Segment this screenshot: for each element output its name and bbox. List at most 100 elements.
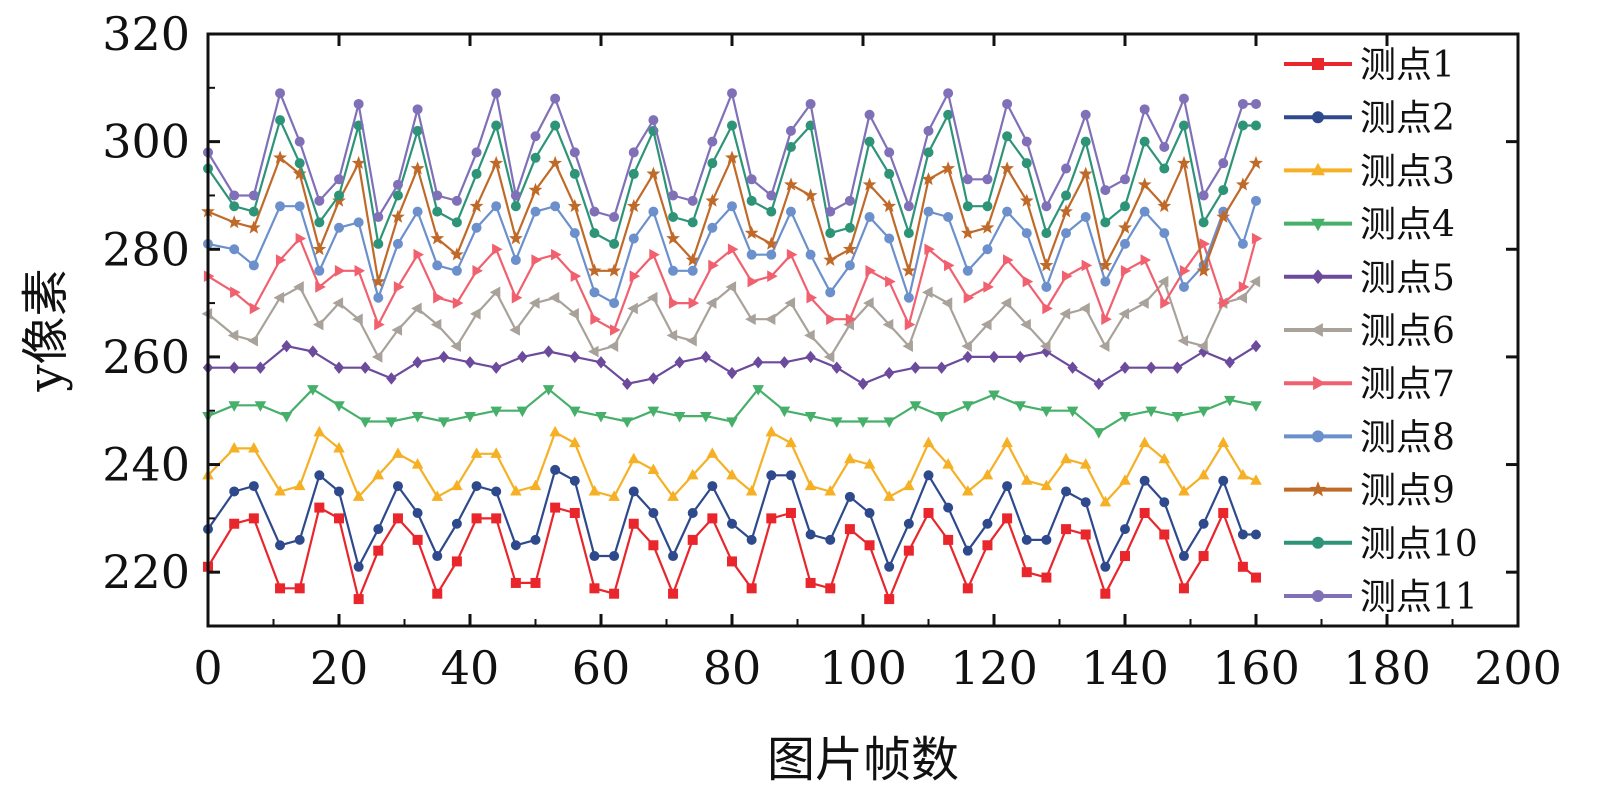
data-point bbox=[700, 350, 711, 364]
data-point bbox=[550, 120, 561, 131]
data-point bbox=[430, 318, 442, 331]
data-point bbox=[1159, 497, 1170, 508]
data-point bbox=[1021, 228, 1032, 239]
data-point bbox=[648, 540, 659, 551]
data-point bbox=[752, 385, 764, 396]
data-point bbox=[1139, 206, 1150, 217]
data-point bbox=[312, 318, 324, 331]
data-point bbox=[626, 198, 641, 213]
data-point bbox=[726, 417, 738, 428]
data-point bbox=[411, 412, 424, 423]
data-point bbox=[530, 131, 541, 142]
data-point bbox=[805, 249, 816, 260]
legend-swatch-marker bbox=[1309, 481, 1327, 497]
data-point bbox=[1119, 412, 1131, 423]
data-point bbox=[333, 361, 345, 374]
data-point bbox=[725, 150, 739, 164]
data-point bbox=[962, 485, 974, 496]
data-point bbox=[785, 436, 797, 448]
data-point bbox=[589, 228, 600, 239]
data-point bbox=[767, 270, 778, 282]
x-tick-label: 40 bbox=[441, 641, 500, 695]
data-point bbox=[550, 502, 561, 513]
data-point bbox=[353, 561, 364, 572]
data-point bbox=[1159, 228, 1170, 239]
y-tick-label: 320 bbox=[102, 7, 190, 61]
data-point bbox=[1198, 551, 1209, 562]
data-point bbox=[667, 490, 679, 501]
data-point bbox=[864, 507, 875, 518]
data-point bbox=[412, 356, 423, 369]
data-point bbox=[903, 228, 914, 239]
data-point bbox=[766, 206, 777, 217]
legend-item: 测点6 bbox=[1284, 311, 1455, 352]
data-point bbox=[392, 481, 403, 492]
data-point bbox=[392, 190, 403, 201]
data-point bbox=[1093, 377, 1104, 390]
data-point bbox=[510, 190, 521, 201]
data-point bbox=[1178, 281, 1189, 292]
data-point bbox=[275, 88, 286, 99]
data-point bbox=[668, 190, 679, 201]
data-point bbox=[706, 447, 719, 458]
data-point bbox=[884, 147, 895, 158]
data-point bbox=[471, 168, 482, 179]
data-point bbox=[746, 195, 757, 206]
data-point bbox=[844, 260, 855, 271]
data-point bbox=[1250, 401, 1262, 412]
data-point bbox=[543, 345, 554, 358]
data-point bbox=[982, 244, 993, 255]
data-point bbox=[1197, 468, 1210, 480]
data-point bbox=[1100, 276, 1111, 287]
data-point bbox=[1099, 495, 1112, 507]
data-point bbox=[511, 291, 523, 304]
data-point bbox=[228, 401, 240, 412]
data-point bbox=[1178, 93, 1189, 104]
data-point bbox=[988, 350, 1000, 364]
data-point bbox=[470, 308, 481, 320]
data-point bbox=[627, 302, 638, 315]
data-point bbox=[275, 254, 287, 266]
data-point bbox=[569, 436, 581, 448]
data-point bbox=[647, 463, 660, 475]
legend-item: 测点8 bbox=[1284, 417, 1455, 458]
data-point bbox=[726, 468, 738, 480]
data-point bbox=[246, 220, 261, 234]
data-point bbox=[1172, 361, 1183, 374]
data-point bbox=[1002, 98, 1013, 109]
legend-item: 测点7 bbox=[1284, 364, 1455, 405]
data-point bbox=[1171, 412, 1184, 423]
y-tick-label: 240 bbox=[102, 438, 190, 492]
data-point bbox=[963, 291, 975, 304]
data-point bbox=[510, 255, 521, 266]
data-point bbox=[961, 340, 972, 352]
data-point bbox=[864, 109, 875, 120]
data-point bbox=[229, 518, 240, 529]
data-point bbox=[746, 583, 757, 594]
data-point bbox=[646, 291, 658, 304]
data-point bbox=[530, 577, 541, 588]
data-point bbox=[374, 318, 385, 331]
x-tick-label: 100 bbox=[819, 641, 907, 695]
data-point bbox=[688, 297, 700, 309]
data-point bbox=[687, 507, 698, 518]
data-point bbox=[668, 297, 680, 309]
data-point bbox=[727, 120, 737, 131]
data-point bbox=[779, 356, 790, 369]
series-line bbox=[207, 200, 1258, 305]
data-point bbox=[353, 217, 364, 228]
data-point bbox=[910, 361, 921, 374]
data-point bbox=[903, 479, 915, 491]
data-point bbox=[1002, 481, 1013, 492]
data-point bbox=[882, 199, 897, 213]
data-point bbox=[988, 390, 1000, 402]
data-point bbox=[805, 577, 816, 588]
data-point bbox=[489, 286, 501, 299]
data-point bbox=[1160, 297, 1171, 309]
data-point bbox=[255, 361, 266, 374]
data-point bbox=[765, 425, 778, 437]
data-point bbox=[353, 98, 364, 109]
data-point bbox=[982, 174, 993, 185]
legend-label: 测点1 bbox=[1360, 45, 1455, 86]
data-point bbox=[412, 507, 423, 518]
